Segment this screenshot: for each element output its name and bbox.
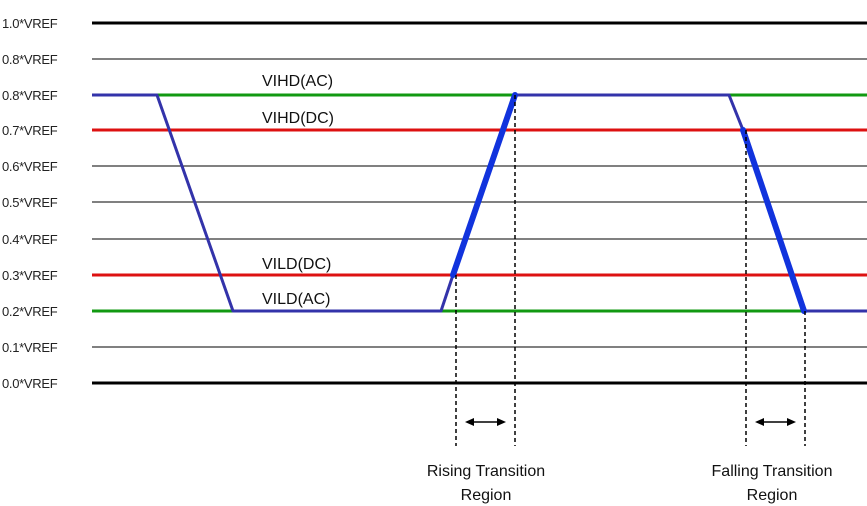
falling-region-caption-line2: Region bbox=[747, 487, 798, 504]
signal-waveform bbox=[92, 92, 867, 314]
y-tick-label: 0.1*VREF bbox=[2, 340, 58, 355]
vild-dc-label: VILD(DC) bbox=[262, 256, 331, 273]
y-tick-label: 0.3*VREF bbox=[2, 268, 58, 283]
y-tick-label: 0.8*VREF bbox=[2, 88, 58, 103]
falling-transition-segment bbox=[740, 127, 807, 314]
vihd-ac-label: VIHD(AC) bbox=[262, 73, 333, 90]
rising-transition-segment bbox=[450, 92, 518, 278]
rising-region-arrow bbox=[465, 418, 506, 426]
y-axis-labels: 1.0*VREF 0.8*VREF 0.8*VREF 0.7*VREF 0.6*… bbox=[2, 16, 58, 391]
vihd-dc-label: VIHD(DC) bbox=[262, 110, 334, 127]
region-captions: Rising Transition Region Falling Transit… bbox=[427, 463, 833, 504]
region-arrows bbox=[465, 418, 796, 426]
rising-region-caption-line2: Region bbox=[461, 487, 512, 504]
y-tick-label: 0.6*VREF bbox=[2, 159, 58, 174]
grid bbox=[92, 21, 867, 385]
rising-region-caption-line1: Rising Transition bbox=[427, 463, 545, 480]
y-tick-label: 1.0*VREF bbox=[2, 16, 58, 31]
y-tick-label: 0.5*VREF bbox=[2, 195, 58, 210]
y-tick-label: 0.7*VREF bbox=[2, 123, 58, 138]
y-tick-label: 0.4*VREF bbox=[2, 232, 58, 247]
y-tick-label: 0.8*VREF bbox=[2, 52, 58, 67]
falling-region-arrow bbox=[755, 418, 796, 426]
vild-ac-label: VILD(AC) bbox=[262, 291, 330, 308]
y-tick-label: 0.2*VREF bbox=[2, 304, 58, 319]
region-markers bbox=[455, 95, 806, 446]
falling-region-caption-line1: Falling Transition bbox=[712, 463, 833, 480]
threshold-labels: VIHD(AC) VIHD(DC) VILD(DC) VILD(AC) bbox=[262, 73, 334, 308]
y-tick-label: 0.0*VREF bbox=[2, 376, 58, 391]
